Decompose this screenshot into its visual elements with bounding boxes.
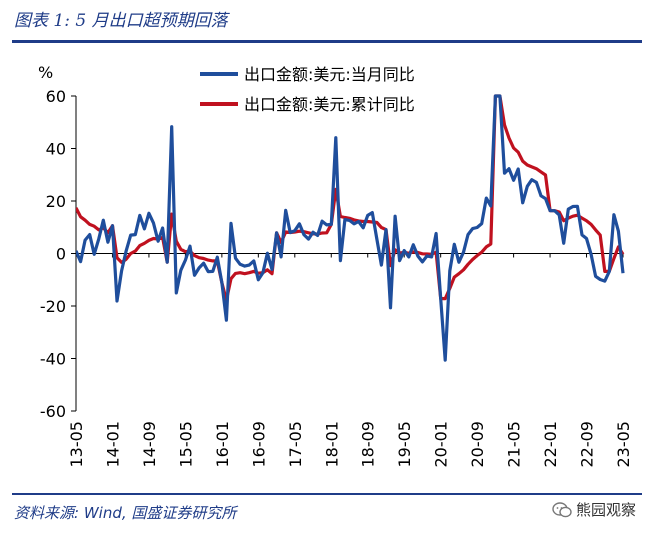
legend-label: 出口金额:美元:当月同比	[244, 65, 415, 84]
brand-watermark: 熊园观察	[552, 499, 636, 520]
x-tick-label: 20-01	[432, 421, 451, 468]
chart-axes: -60 -40 -20 0 20 40 60% 13-05 14-01 14-09 15-05 16-…	[38, 63, 633, 468]
x-tick-label: 21-05	[505, 421, 524, 468]
series-line-monthly-yoy	[76, 94, 625, 362]
source-note: 资料来源: Wind, 国盛证券研究所	[14, 504, 237, 522]
top-rule	[12, 40, 642, 43]
x-tick-label: 18-01	[322, 421, 341, 468]
legend-label: 出口金额:美元:累计同比	[244, 95, 415, 114]
x-tick-label: 18-09	[359, 421, 378, 468]
chart-series	[76, 94, 625, 362]
x-tick-label: 23-05	[614, 421, 633, 468]
figure-title: 图表 1: 5 月出口超预期回落	[14, 11, 228, 31]
y-tick-label: 0	[56, 245, 66, 264]
y-tick-label: -40	[40, 350, 66, 369]
x-tick-label: 16-01	[213, 421, 232, 468]
y-tick-label: 40	[46, 140, 66, 159]
y-tick-label: 20	[46, 192, 66, 211]
series-line-cumulative-yoy	[76, 94, 625, 302]
y-tick-label: -60	[40, 402, 66, 421]
x-tick-label: 16-09	[249, 421, 268, 468]
y-tick-label: -20	[40, 297, 66, 316]
x-tick-label: 19-05	[395, 421, 414, 468]
x-tick-label: 14-09	[140, 421, 159, 468]
x-tick-label: 22-01	[541, 421, 560, 468]
bottom-rule	[12, 493, 642, 495]
x-tick-label: 15-05	[176, 421, 195, 468]
x-tick-label: 14-01	[103, 421, 122, 468]
x-tick-label: 13-05	[67, 421, 86, 468]
brand-name: 熊园观察	[576, 501, 637, 519]
x-tick-label: 17-05	[286, 421, 305, 468]
x-tick-label: 20-09	[468, 421, 487, 468]
y-tick-label: 60	[46, 87, 66, 106]
x-tick-label: 22-09	[578, 421, 597, 468]
chat-bubble-icon	[552, 501, 572, 517]
y-axis-label: %	[38, 63, 53, 82]
